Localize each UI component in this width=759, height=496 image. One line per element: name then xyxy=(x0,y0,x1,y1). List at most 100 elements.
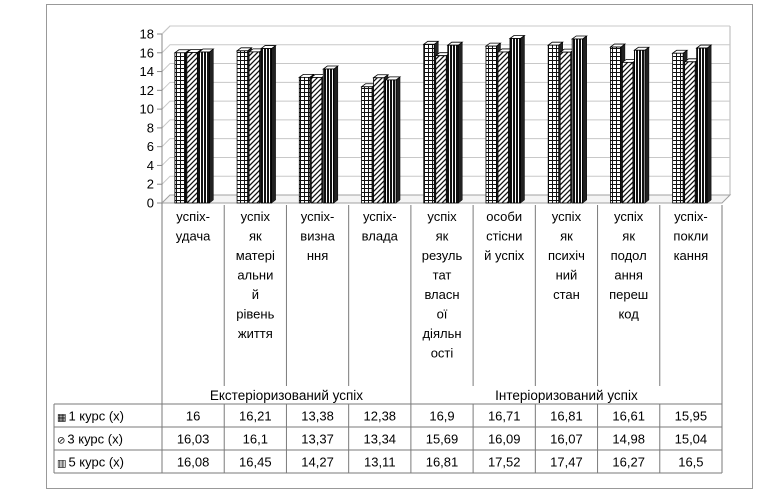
bar-side xyxy=(458,41,463,204)
bar-side xyxy=(271,45,276,204)
y-axis-ticks: 0 2 4 6 8 10 12 14 16 18 xyxy=(140,27,162,211)
y-tick-label: 18 xyxy=(140,27,154,42)
y-tick-label: 14 xyxy=(140,64,154,79)
y-tick-label: 6 xyxy=(147,139,154,154)
bar-front xyxy=(260,48,272,204)
group-label: Інтеріоризований успіх xyxy=(495,388,638,403)
category-label: успіх-удача xyxy=(176,209,211,244)
category-label: успіх як подол ання переш код xyxy=(609,209,648,322)
category-label: особи стісни й успіх xyxy=(484,209,525,263)
y-tick-label: 2 xyxy=(147,177,154,192)
bar-front xyxy=(497,51,509,204)
legend-marker-icon: ⊘ xyxy=(57,436,65,447)
category-label: успіх-влада xyxy=(362,209,399,244)
bar-front xyxy=(435,55,447,204)
bar xyxy=(633,46,651,204)
data-label: 16,21 xyxy=(239,409,272,424)
bar-front xyxy=(610,46,622,204)
data-label: 16,08 xyxy=(177,455,210,470)
y-tick-label: 10 xyxy=(140,102,154,117)
data-label: 16,5 xyxy=(678,455,703,470)
y-tick-label: 0 xyxy=(147,196,154,211)
bar-front xyxy=(547,44,560,204)
data-label: 15,69 xyxy=(426,432,459,447)
data-label: 13,34 xyxy=(364,432,397,447)
series-label: ▦ 1 курс (x) xyxy=(57,409,124,424)
data-label: 16,1 xyxy=(243,432,268,447)
bar-front xyxy=(186,52,198,204)
bar-front xyxy=(684,61,696,204)
series-label: ⊘ 3 курс (x) xyxy=(57,432,123,447)
bar-front xyxy=(373,77,385,204)
bar-front xyxy=(634,49,646,204)
bar-side xyxy=(209,48,214,204)
data-label: 16 xyxy=(186,409,200,424)
data-label: 13,38 xyxy=(301,409,334,424)
data-label: 16,9 xyxy=(429,409,454,424)
category-label: успіх як психіч ний стан xyxy=(548,209,585,302)
data-label: 12,38 xyxy=(364,409,397,424)
bar-front xyxy=(485,45,497,204)
bar-side xyxy=(582,35,587,204)
bar-front xyxy=(559,51,572,204)
data-label: 17,52 xyxy=(488,455,521,470)
y-tick-label: 16 xyxy=(140,45,154,60)
bars xyxy=(173,35,713,204)
data-label: 16,81 xyxy=(426,455,459,470)
data-label: 16,81 xyxy=(550,409,583,424)
bar xyxy=(508,35,526,204)
bar-front xyxy=(174,52,186,204)
bar-front xyxy=(236,50,248,204)
bar-front xyxy=(298,76,311,204)
data-table: успіх-удача успіх як матері альни й рівень житт… xyxy=(53,203,723,474)
bar-front xyxy=(248,51,260,204)
bar-front xyxy=(198,51,210,204)
data-label: 15,95 xyxy=(675,409,708,424)
legend-marker-icon: ▦ xyxy=(57,413,66,424)
data-label: 16,03 xyxy=(177,432,210,447)
legend-marker-icon: ▥ xyxy=(57,459,66,470)
gridline xyxy=(161,156,730,166)
data-label: 16,71 xyxy=(488,409,521,424)
data-label: 17,47 xyxy=(550,455,583,470)
bar-front xyxy=(322,68,335,204)
data-label: 15,04 xyxy=(675,432,708,447)
y-tick-label: 8 xyxy=(147,120,154,135)
data-label: 16,27 xyxy=(612,455,645,470)
gridline xyxy=(161,63,730,72)
data-label: 13,11 xyxy=(364,455,396,470)
data-label: 14,27 xyxy=(301,455,334,470)
group-label: Екстеріоризований успіх xyxy=(210,388,363,403)
bar xyxy=(384,76,402,204)
category-label: успіх-покли кання xyxy=(673,209,708,263)
bar-front xyxy=(447,44,459,204)
bar-front xyxy=(385,79,397,204)
gridline xyxy=(161,119,730,129)
y-tick-label: 12 xyxy=(140,83,154,98)
bar-front xyxy=(509,38,521,204)
bar xyxy=(197,48,215,204)
data-label: 16,07 xyxy=(550,432,583,447)
bar-front xyxy=(696,47,708,204)
bar xyxy=(695,44,713,204)
bar xyxy=(322,65,340,204)
bar xyxy=(259,45,277,204)
series-label: ▥ 5 курс (x) xyxy=(57,455,124,470)
bar-side xyxy=(333,65,339,204)
gridline xyxy=(161,44,730,54)
y-tick-label: 4 xyxy=(147,158,154,173)
bar-front xyxy=(310,77,323,204)
bar-side xyxy=(395,76,401,204)
gridline xyxy=(161,175,730,185)
category-label: успіх як резуль тат власн ої діяльн ості xyxy=(422,209,463,361)
data-label: 16,45 xyxy=(239,455,272,470)
data-label: 13,37 xyxy=(301,432,334,447)
data-label: 16,09 xyxy=(488,432,521,447)
bar-front xyxy=(361,86,373,204)
bar-side xyxy=(520,35,525,204)
gridline xyxy=(161,138,730,148)
bar-front xyxy=(622,61,634,204)
gridline xyxy=(161,81,730,91)
gridline xyxy=(161,100,730,110)
back-wall-top xyxy=(161,25,730,35)
